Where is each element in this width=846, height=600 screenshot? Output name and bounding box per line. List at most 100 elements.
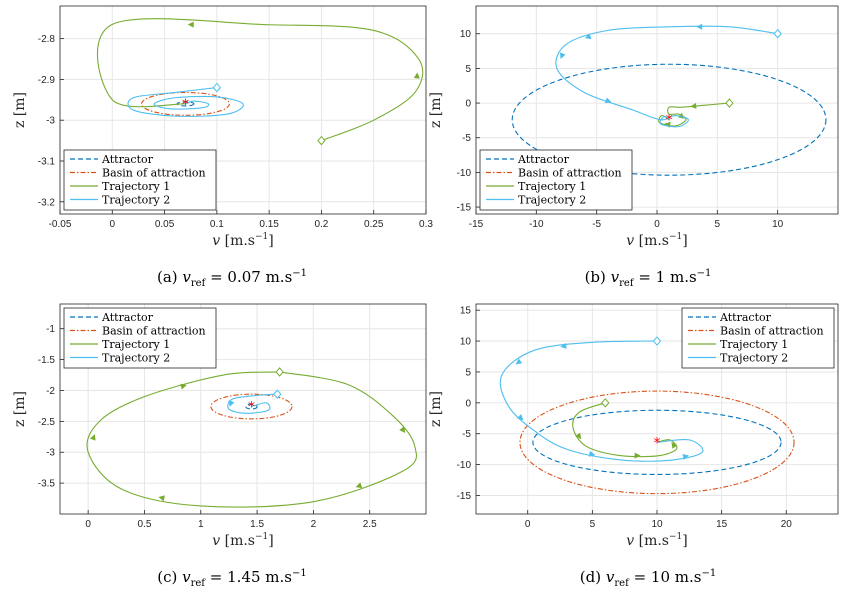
panel-d-legend-label-basin: Basin of attraction bbox=[720, 325, 824, 338]
panel-d-ytick-label: -5 bbox=[462, 429, 471, 440]
panel-d-xtick-label: 0 bbox=[525, 519, 531, 530]
panel-d: 0 5 10 15 20 -15 -10 -5 0 5 10 15 v [m.s−1] z [m] * Att… bbox=[428, 303, 839, 549]
panel-b-attractor-curve bbox=[511, 63, 827, 176]
panel-a-xtick-label: 0.05 bbox=[155, 219, 175, 230]
panel-d-trajectory-1-arrow bbox=[634, 452, 641, 459]
panel-a-trajectory-2-curve bbox=[127, 87, 244, 117]
panel-d-trajectory-2-arrow bbox=[588, 450, 596, 457]
panel-d-attractor-curve bbox=[532, 409, 782, 476]
panel-c-trajectory-2-start-marker bbox=[273, 389, 282, 399]
panel-b-trajectory-2-curve bbox=[555, 25, 778, 128]
panel-c-axes-box bbox=[59, 303, 427, 515]
panel-d-equilibrium-marker: * bbox=[654, 435, 661, 451]
panel-d-legend-label-trajectory-2: Trajectory 2 bbox=[720, 352, 788, 365]
panel-d-xtick-label: 15 bbox=[716, 519, 728, 530]
panel-b-xtick-label: 5 bbox=[715, 219, 721, 230]
panel-a-ytick-label: -3.2 bbox=[38, 197, 56, 208]
panel-c-trajectory-1-arrow bbox=[158, 495, 165, 502]
panel-d-trajectory-2-arrow bbox=[560, 342, 567, 349]
panel-a-trajectory-1-start-marker bbox=[317, 135, 326, 146]
panel-b-ytick-label: -15 bbox=[457, 203, 472, 214]
panel-c-attractor-curve bbox=[245, 403, 258, 410]
panel-a-xtick-label: -0.05 bbox=[49, 219, 72, 230]
panel-b-legend-label-attractor: Attractor bbox=[517, 153, 570, 166]
panel-c-trajectory-1-arrow bbox=[355, 482, 363, 489]
panel-c-xtick-label: 1 bbox=[198, 519, 204, 530]
panel-d-xlabel: v [m.s−1] bbox=[626, 532, 687, 549]
panel-d-trajectory-2-arrow bbox=[515, 358, 523, 365]
panel-d-plot-area: * bbox=[499, 336, 795, 495]
panel-b-trajectory-1-start-marker bbox=[725, 98, 734, 108]
panel-a-xtick-label: 0 bbox=[110, 219, 116, 230]
panel-c-trajectory-1-arrow bbox=[180, 383, 187, 390]
panel-a-ytick-label: -3.1 bbox=[38, 156, 56, 167]
caption-a: (a) vref = 0.07 m.s−1 bbox=[156, 268, 308, 289]
panel-c-xtick-label: 0 bbox=[85, 519, 91, 530]
panel-a: -0.05 0 0.05 0.1 0.15 0.2 0.25 0.3 -3.2 -3.1 -3 -2.… bbox=[12, 5, 433, 249]
panel-b-xtick-label: 10 bbox=[772, 219, 784, 230]
panel-a-legend-label-trajectory-2: Trajectory 2 bbox=[102, 194, 170, 207]
panel-c-xtick-label: 2.5 bbox=[363, 519, 377, 530]
panel-a-xtick-label: 0.15 bbox=[259, 219, 279, 230]
panel-b-trajectory-2-arrow bbox=[559, 52, 566, 60]
panel-b-ytick-label: 5 bbox=[465, 64, 471, 75]
panel-c: 0 0.5 1 1.5 2 2.5 -3.5 -3 -2.5 -2 -1.5 -1 v [m.s−1] z… bbox=[12, 303, 427, 549]
panel-b-plot-area: * bbox=[511, 23, 827, 176]
panel-a-equilibrium-marker: * bbox=[182, 97, 189, 113]
panel-d-xtick-label: 20 bbox=[781, 519, 793, 530]
panel-c-trajectory-1-curve bbox=[86, 371, 418, 508]
panel-d-trajectory-1-arrow bbox=[575, 432, 582, 440]
panel-a-trajectory-1-arrow bbox=[187, 21, 194, 28]
panel-c-xtick-label: 1.5 bbox=[250, 519, 264, 530]
panel-d-trajectory-1-curve bbox=[572, 402, 678, 458]
panel-b-xtick-label: 0 bbox=[654, 219, 660, 230]
panel-b: -15 -10 -5 0 5 10 -15 -10 -5 0 5 10 v [m.s−1] z [m] * A… bbox=[428, 5, 839, 249]
panel-b-trajectory-2-start-marker bbox=[773, 28, 782, 39]
panel-b-trajectory-2-arrow bbox=[584, 33, 592, 40]
panel-c-ylabel: z [m] bbox=[12, 391, 28, 427]
panel-a-axes-box bbox=[59, 5, 427, 215]
panel-c-ytick-label: -1.5 bbox=[38, 355, 56, 366]
panel-d-legend-label-attractor: Attractor bbox=[719, 311, 772, 324]
panel-a-xtick-label: 0.25 bbox=[364, 219, 384, 230]
panel-b-ytick-label: 0 bbox=[465, 99, 471, 110]
panel-a-basin-curve bbox=[141, 91, 230, 116]
panel-a-ylabel: z [m] bbox=[12, 92, 28, 128]
panel-a-trajectory-2-start-marker bbox=[212, 82, 222, 93]
panel-a-plot-area: * bbox=[96, 18, 424, 146]
panel-b-xlabel: v [m.s−1] bbox=[626, 232, 687, 249]
panel-c-basin-curve bbox=[210, 393, 293, 420]
panel-a-xtick-label: 0.2 bbox=[314, 219, 328, 230]
panel-d-trajectory-1-start-marker bbox=[601, 398, 610, 408]
panel-d-xtick-label: 10 bbox=[651, 519, 663, 530]
panel-b-xtick-label: -5 bbox=[592, 219, 601, 230]
panel-c-trajectory-1-start-marker bbox=[275, 367, 284, 377]
panel-d-ytick-label: -10 bbox=[457, 460, 472, 471]
panel-b-trajectory-2-arrow bbox=[696, 23, 703, 30]
panel-a-xlabel: v [m.s−1] bbox=[212, 232, 273, 249]
panel-c-legend-label-trajectory-2: Trajectory 2 bbox=[102, 352, 170, 365]
panel-a-xtick-label: 0.1 bbox=[210, 219, 224, 230]
panel-d-legend-label-trajectory-1: Trajectory 1 bbox=[720, 338, 788, 351]
panel-d-trajectory-2-curve bbox=[499, 340, 704, 462]
panel-a-ytick-label: -3 bbox=[46, 116, 55, 127]
panel-d-basin-curve bbox=[519, 390, 795, 495]
panel-d-ytick-label: 5 bbox=[465, 367, 471, 378]
panel-b-trajectory-2-arrow bbox=[604, 97, 612, 104]
panel-b-legend-label-basin: Basin of attraction bbox=[518, 167, 622, 180]
panel-a-legend-label-trajectory-1: Trajectory 1 bbox=[102, 180, 170, 193]
panel-c-ytick-label: -3.5 bbox=[38, 479, 56, 490]
panel-c-legend-label-attractor: Attractor bbox=[101, 311, 154, 324]
panel-b-xtick-label: -15 bbox=[469, 219, 484, 230]
panel-c-legend-label-trajectory-1: Trajectory 1 bbox=[102, 338, 170, 351]
panel-d-ytick-label: 10 bbox=[460, 337, 472, 348]
panel-a-trajectory-1-arrow bbox=[413, 72, 420, 79]
panel-d-ytick-label: -15 bbox=[457, 491, 472, 502]
panel-c-ytick-label: -2 bbox=[46, 386, 55, 397]
panel-d-trajectory-1-arrow bbox=[671, 442, 678, 449]
panel-a-trajectory-1-curve bbox=[96, 18, 424, 142]
